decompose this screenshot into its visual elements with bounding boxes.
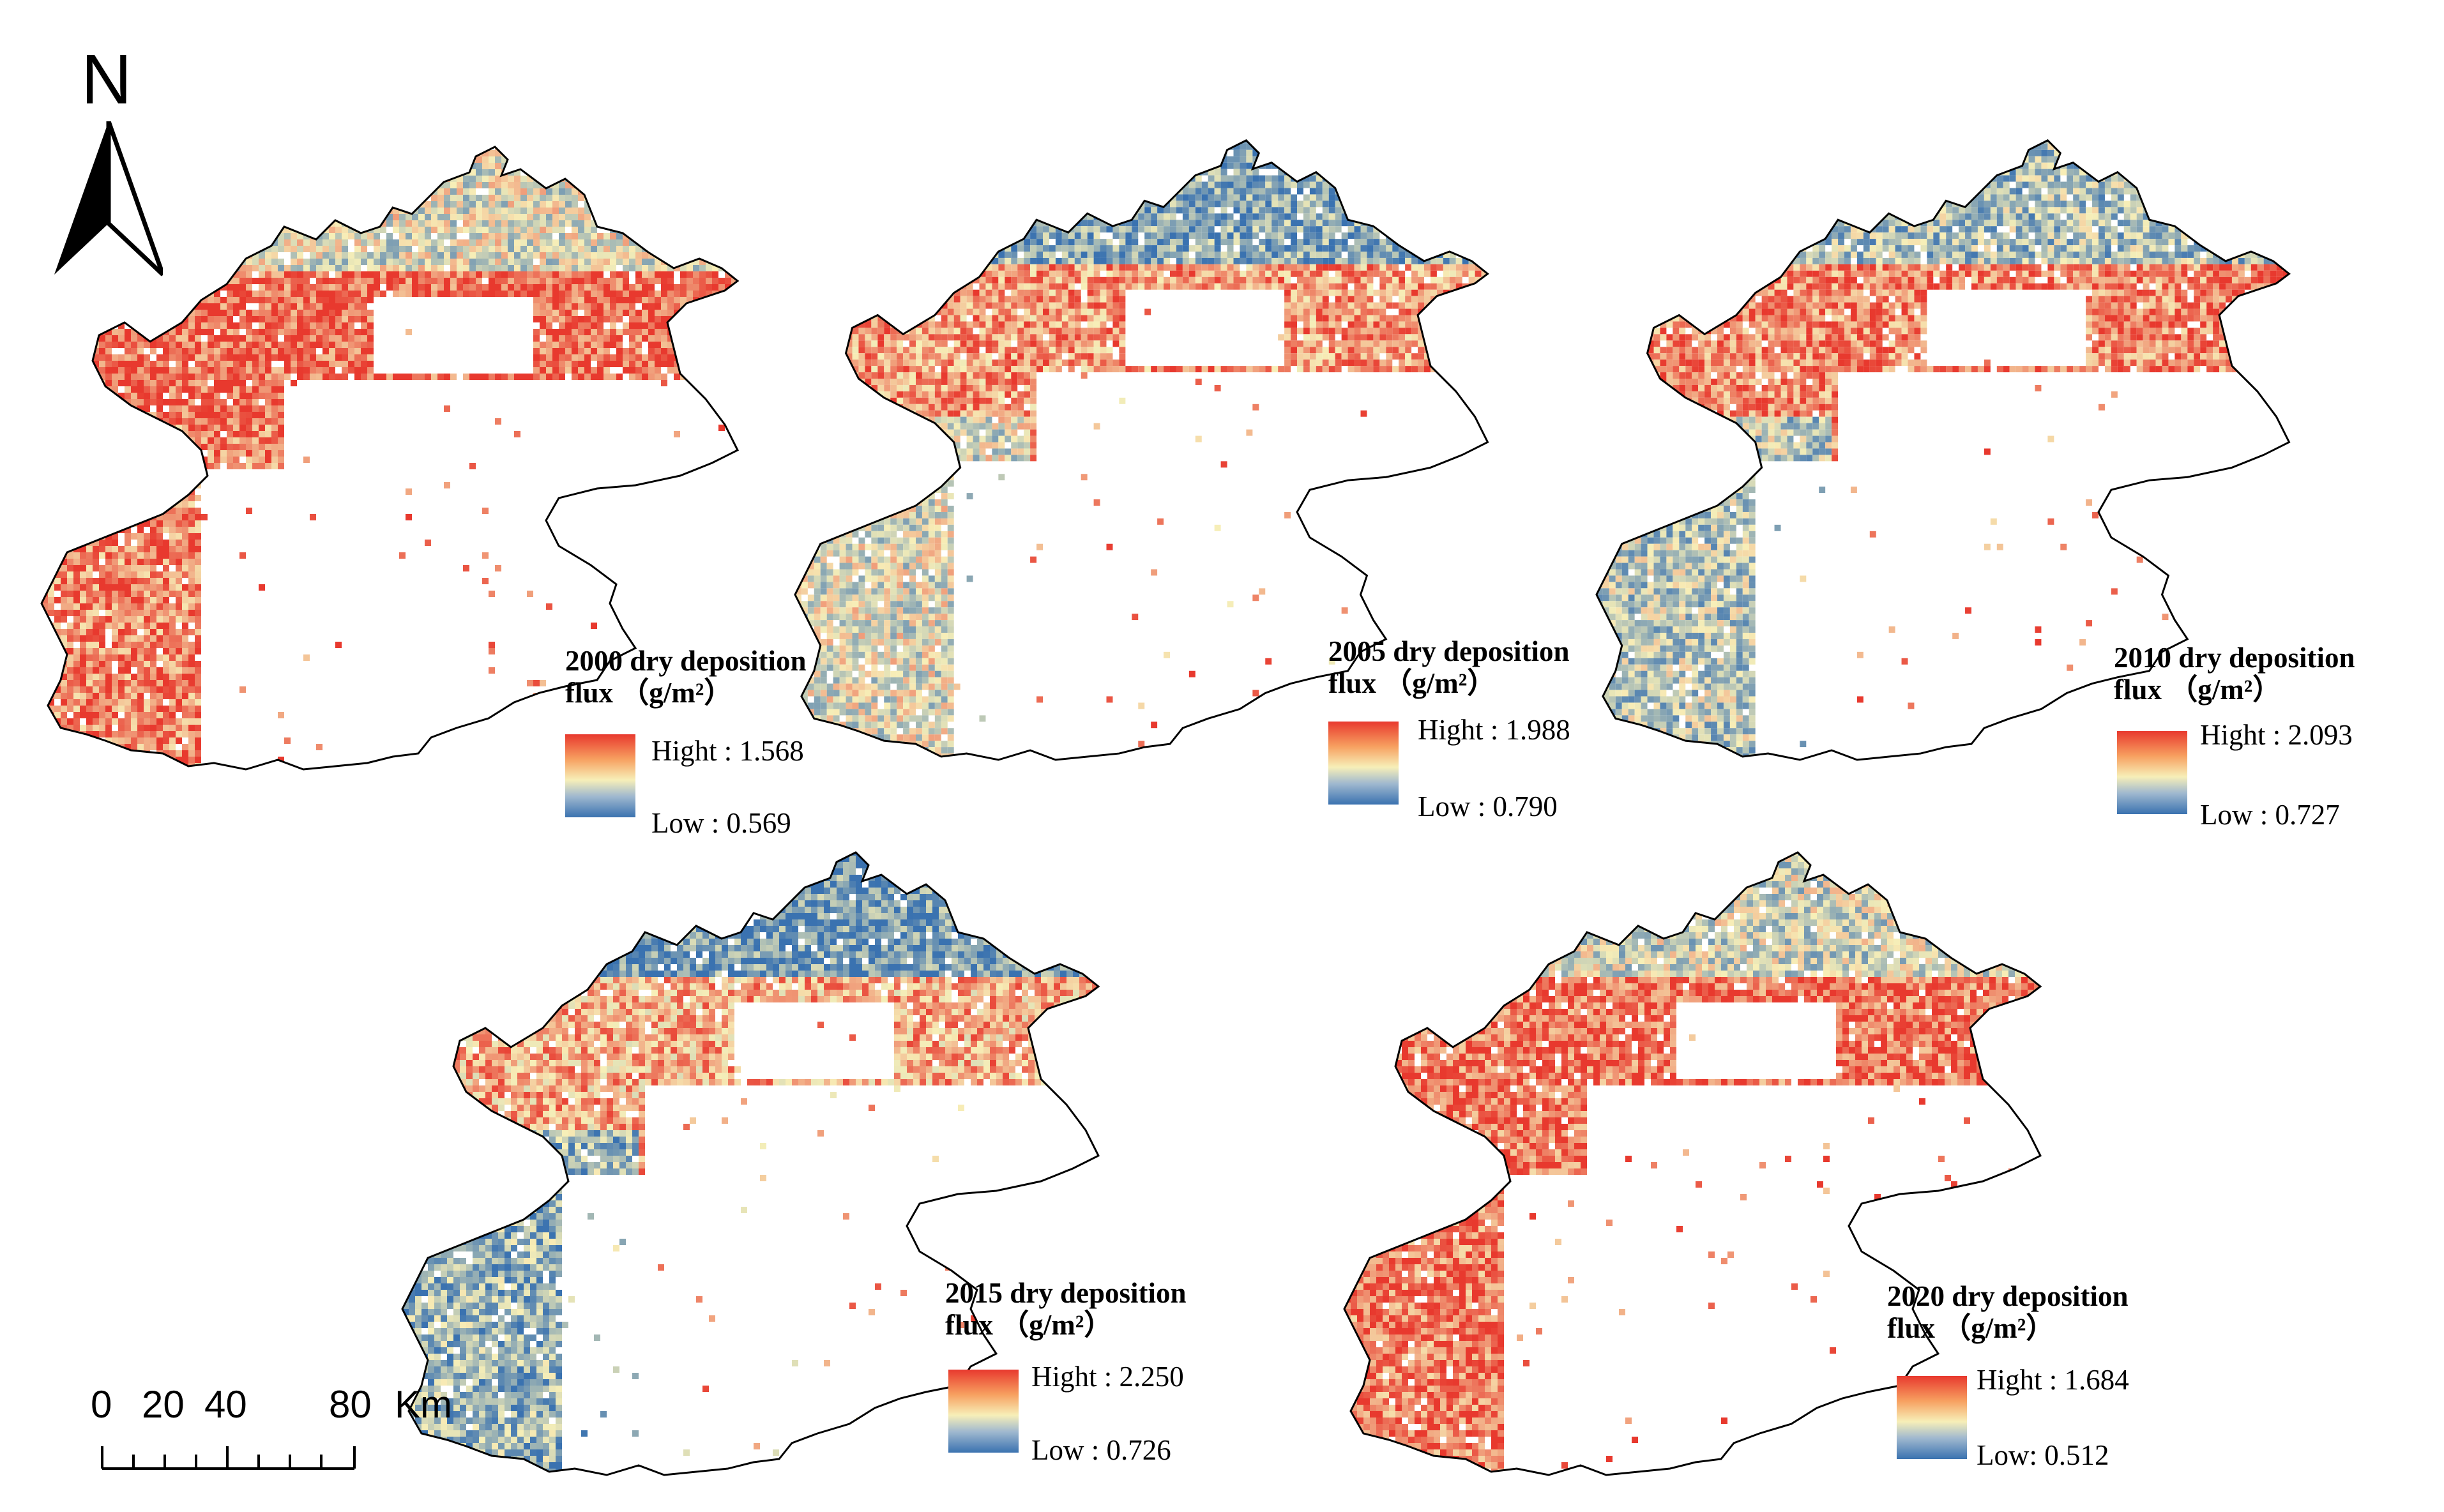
legend-title-line1: 2010 dry deposition	[2114, 642, 2355, 674]
maps-layer	[40, 139, 2290, 1476]
legend-title: 2000 dry deposition flux （g/m²）	[565, 645, 807, 709]
legend-title-line1: 2005 dry deposition	[1328, 635, 1570, 667]
legend-high: Hight : 2.250	[1031, 1360, 1184, 1393]
north-arrow-icon	[54, 121, 163, 276]
scale-tick-20: 20	[142, 1382, 185, 1426]
legend-title-line2: flux （g/m²）	[945, 1309, 1187, 1341]
scale-bar	[101, 1446, 356, 1470]
legend-low: Low : 0.727	[2200, 798, 2340, 831]
legend-title-line2: flux （g/m²）	[2114, 674, 2355, 706]
legend-title: 2020 dry deposition flux （g/m²）	[1887, 1280, 2129, 1344]
legend-title-line1: 2000 dry deposition	[565, 645, 807, 677]
legend-2000: 2000 dry deposition flux （g/m²） Hight : …	[565, 645, 807, 839]
legend-title-line2: flux （g/m²）	[565, 677, 807, 709]
legend-2015: 2015 dry deposition flux （g/m²） Hight : …	[945, 1277, 1187, 1466]
legend-title-line2: flux （g/m²）	[1328, 667, 1570, 699]
legend-low: Low: 0.512	[1977, 1439, 2109, 1472]
scale-unit: Km	[395, 1382, 452, 1426]
scale-tick-0: 0	[91, 1382, 112, 1426]
legend-high: Hight : 1.988	[1418, 713, 1570, 746]
legend-high: Hight : 1.684	[1977, 1363, 2129, 1396]
legend-low: Low : 0.726	[1031, 1433, 1171, 1467]
legend-2010: 2010 dry deposition flux （g/m²） Hight : …	[2114, 642, 2355, 831]
scale-tick-40: 40	[204, 1382, 247, 1426]
legend-2005: 2005 dry deposition flux （g/m²） Hight : …	[1328, 635, 1570, 822]
legend-gradient	[948, 1370, 1019, 1453]
legend-gradient	[565, 734, 635, 817]
legend-low: Low : 0.790	[1418, 790, 1558, 823]
legend-title-line1: 2015 dry deposition	[945, 1277, 1187, 1309]
legend-high: Hight : 1.568	[651, 734, 804, 767]
legend-gradient	[1328, 722, 1399, 805]
legend-title: 2005 dry deposition flux （g/m²）	[1328, 635, 1570, 699]
legend-low: Low : 0.569	[651, 806, 791, 840]
legend-gradient	[1897, 1376, 1967, 1459]
legend-title-line1: 2020 dry deposition	[1887, 1280, 2129, 1312]
legend-gradient	[2117, 731, 2187, 814]
legend-title: 2015 dry deposition flux （g/m²）	[945, 1277, 1187, 1341]
legend-title-line2: flux （g/m²）	[1887, 1312, 2129, 1344]
legend-high: Hight : 2.093	[2200, 718, 2353, 752]
north-label: N	[81, 45, 132, 115]
scale-tick-80: 80	[329, 1382, 372, 1426]
legend-title: 2010 dry deposition flux （g/m²）	[2114, 642, 2355, 706]
legend-2020: 2020 dry deposition flux （g/m²） Hight : …	[1887, 1280, 2129, 1471]
